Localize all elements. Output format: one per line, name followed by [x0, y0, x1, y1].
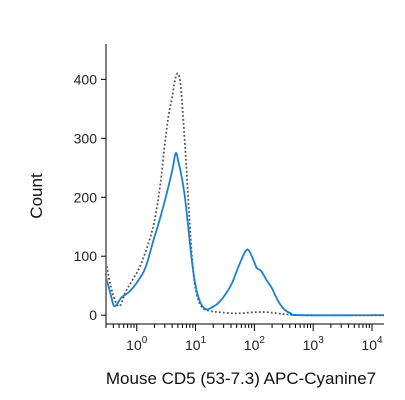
y-tick-label: 0	[89, 307, 97, 323]
y-tick-label: 100	[74, 248, 98, 264]
x-tick-label: 101	[185, 335, 207, 353]
plot-area	[105, 44, 385, 325]
series-line-solid	[107, 151, 385, 317]
x-tick-base: 10	[126, 337, 142, 353]
x-tick-exponent: 0	[142, 335, 148, 346]
x-axis-title: Mouse CD5 (53-7.3) APC-Cyanine7	[106, 369, 376, 388]
y-tick-label: 300	[74, 130, 98, 146]
x-tick-exponent: 3	[318, 335, 324, 346]
x-tick-base: 10	[303, 337, 319, 353]
series-line-dotted	[107, 72, 385, 317]
x-tick-exponent: 2	[259, 335, 265, 346]
y-axis-title: Count	[27, 173, 46, 219]
x-tick-label: 103	[303, 335, 325, 353]
y-tick-label: 400	[74, 71, 98, 87]
y-axis-ticks: 0 100 200 300 400	[74, 71, 106, 323]
x-tick-exponent: 4	[377, 335, 383, 346]
x-tick-base: 10	[361, 337, 377, 353]
x-axis-ticks: 100 101 102 103 104	[105, 324, 383, 353]
x-tick-base: 10	[185, 337, 201, 353]
y-tick-label: 200	[74, 189, 98, 205]
x-tick-base: 10	[244, 337, 260, 353]
x-tick-exponent: 1	[201, 335, 207, 346]
x-tick-label: 104	[361, 335, 383, 353]
x-tick-label: 102	[244, 335, 266, 353]
x-tick-label: 100	[126, 335, 148, 353]
